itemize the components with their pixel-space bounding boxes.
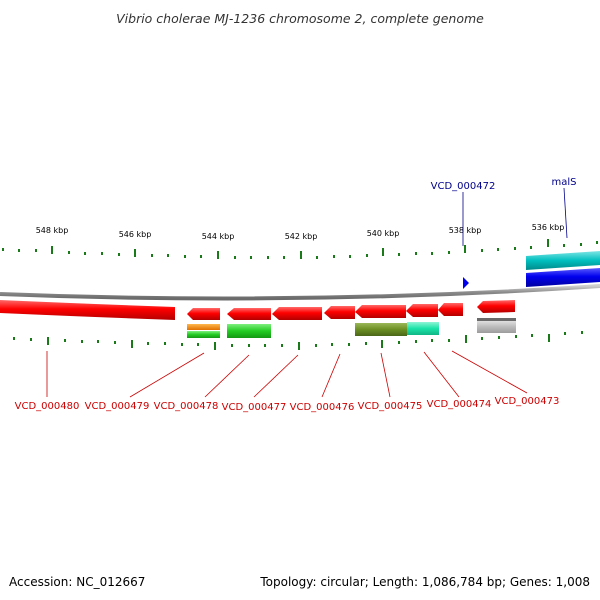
reverse-genes [0,300,515,320]
above-labels: VCD_000472 malS [431,177,577,192]
gene-vcd-000477 [272,307,322,320]
gene-vcd-000480 [0,300,175,320]
feature-blue-mals [526,268,600,287]
gene-vcd-000474b [438,303,463,316]
feature-orange [187,324,220,330]
gene-label-vcd-000480: VCD_000480 [15,401,80,412]
outer-tick-ring [2,239,598,259]
tick-label: 544 kbp [202,232,235,241]
gene-vcd-000475 [355,305,406,318]
gene-label-vcd-000472: VCD_000472 [431,181,496,192]
feature-green-small [187,331,220,338]
gene-label-vcd-000476: VCD_000476 [290,402,355,413]
genome-backbone [0,284,600,301]
feature-cyan [526,251,600,270]
forward-features [463,251,600,289]
below-leader-lines [46,350,528,398]
gene-vcd-000478 [227,308,271,320]
gene-label-mals: malS [552,177,577,188]
tick-label: 536 kbp [532,223,565,232]
gene-vcd-000476 [324,306,355,319]
tick-label: 540 kbp [367,229,400,238]
feature-gray [477,320,516,333]
above-leader-lines [462,187,568,246]
gene-label-vcd-000478: VCD_000478 [154,401,219,412]
feature-green [227,324,271,338]
feature-gray-top [477,318,516,321]
feature-olive [355,323,407,336]
map-title: Vibrio cholerae MJ-1236 chromosome 2, co… [116,11,484,26]
gene-vcd-000474 [406,304,438,317]
inner-features [187,318,516,338]
accession-text: Accession: NC_012667 [9,575,145,589]
tick-label: 548 kbp [36,226,69,235]
gene-label-vcd-000473: VCD_000473 [495,396,560,407]
scale-tick-labels: 548 kbp 546 kbp 544 kbp 542 kbp 540 kbp … [36,223,565,241]
below-labels: VCD_000480 VCD_000479 VCD_000478 VCD_000… [15,396,560,413]
tick-label: 542 kbp [285,232,318,241]
inner-tick-ring [13,331,583,350]
gene-label-vcd-000479: VCD_000479 [85,401,150,412]
tick-label: 546 kbp [119,230,152,239]
gene-label-vcd-000474: VCD_000474 [427,399,492,410]
gene-vcd-000479 [187,308,220,320]
gene-label-vcd-000475: VCD_000475 [358,401,423,412]
feature-blue-vcd-000472 [463,277,469,289]
feature-teal [407,322,439,335]
gene-label-vcd-000477: VCD_000477 [222,402,287,413]
gene-vcd-000473 [477,300,515,313]
tick-label: 538 kbp [449,226,482,235]
genome-summary-text: Topology: circular; Length: 1,086,784 bp… [259,575,590,589]
